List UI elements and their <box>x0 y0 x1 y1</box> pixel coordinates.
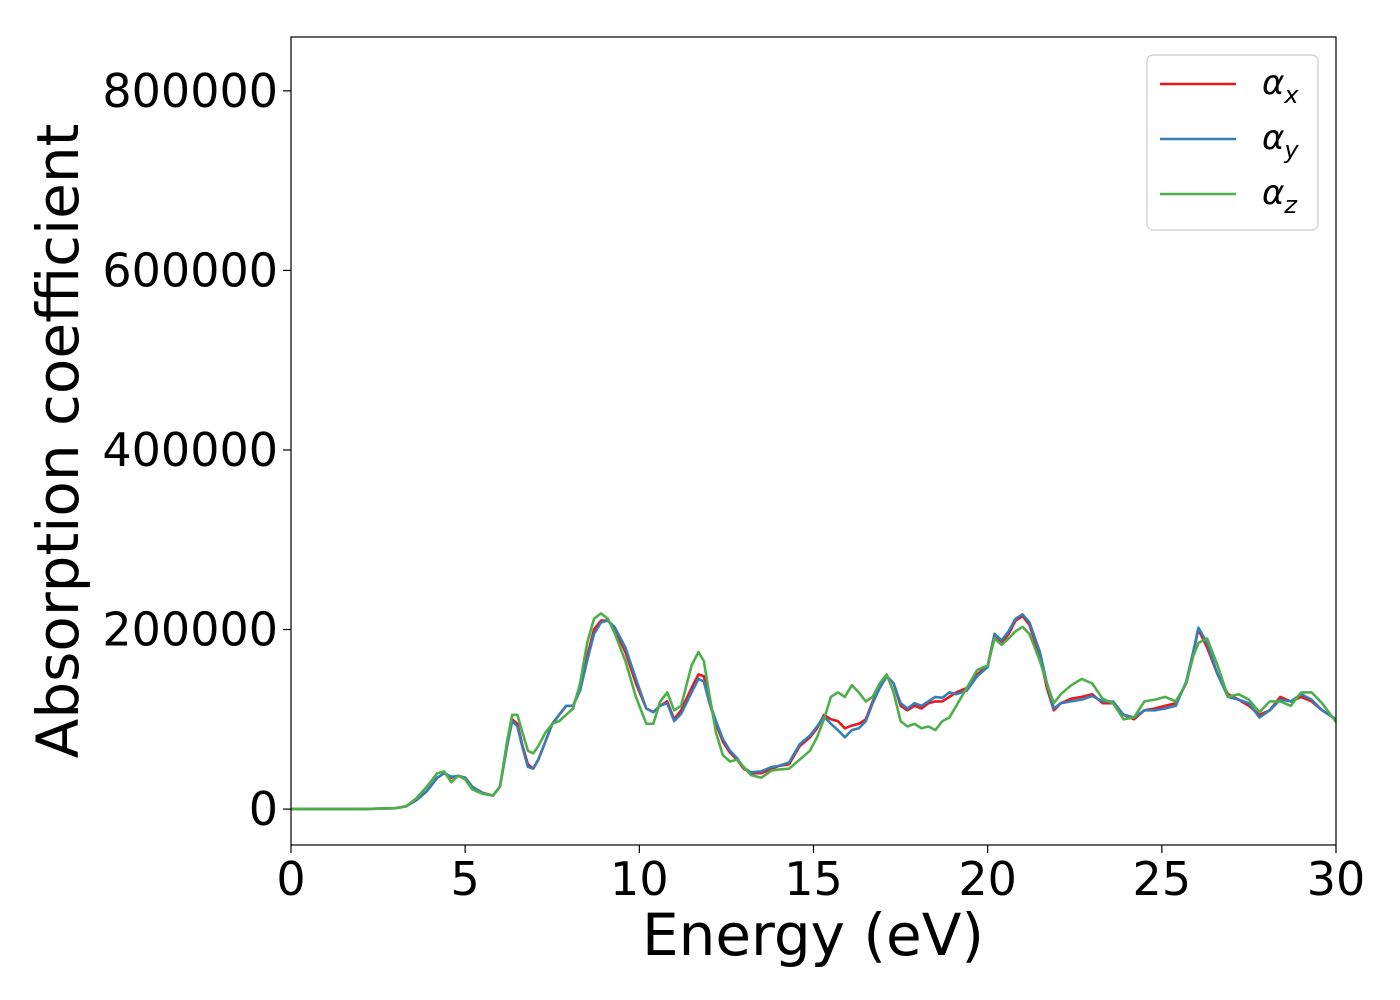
x-tick-label: 30 <box>1307 852 1366 906</box>
x-tick-label: 20 <box>958 852 1017 906</box>
legend-label-x: αx <box>1262 63 1299 109</box>
legend-box <box>1146 54 1319 231</box>
y-tick-label: 0 <box>249 782 278 836</box>
y-tick-label: 200000 <box>102 603 278 657</box>
series-line-y <box>291 613 1337 811</box>
legend-label-z: αz <box>1262 173 1298 219</box>
x-tick-label: 5 <box>451 852 480 906</box>
y-tick-label: 400000 <box>102 423 278 477</box>
y-tick-label: 800000 <box>102 64 278 118</box>
y-axis-ticks: 0 200000 400000 600000 800000 <box>102 64 291 836</box>
x-axis-ticks: 0 5 10 15 20 25 30 <box>276 845 1365 906</box>
x-tick-label: 25 <box>1133 852 1192 906</box>
x-axis-label: Energy (eV) <box>642 901 984 969</box>
x-tick-label: 15 <box>784 852 843 906</box>
x-tick-label: 10 <box>610 852 669 906</box>
y-axis-label: Absorption coefficient <box>24 124 92 759</box>
x-tick-label: 0 <box>276 852 305 906</box>
legend: αx αy αz <box>1146 54 1319 231</box>
plot-frame <box>290 36 1337 846</box>
legend-label-y: αy <box>1262 118 1299 164</box>
series-lines <box>291 612 1338 811</box>
y-tick-label: 600000 <box>102 243 278 297</box>
series-line-z <box>291 612 1338 811</box>
series-line-x <box>291 614 1337 811</box>
